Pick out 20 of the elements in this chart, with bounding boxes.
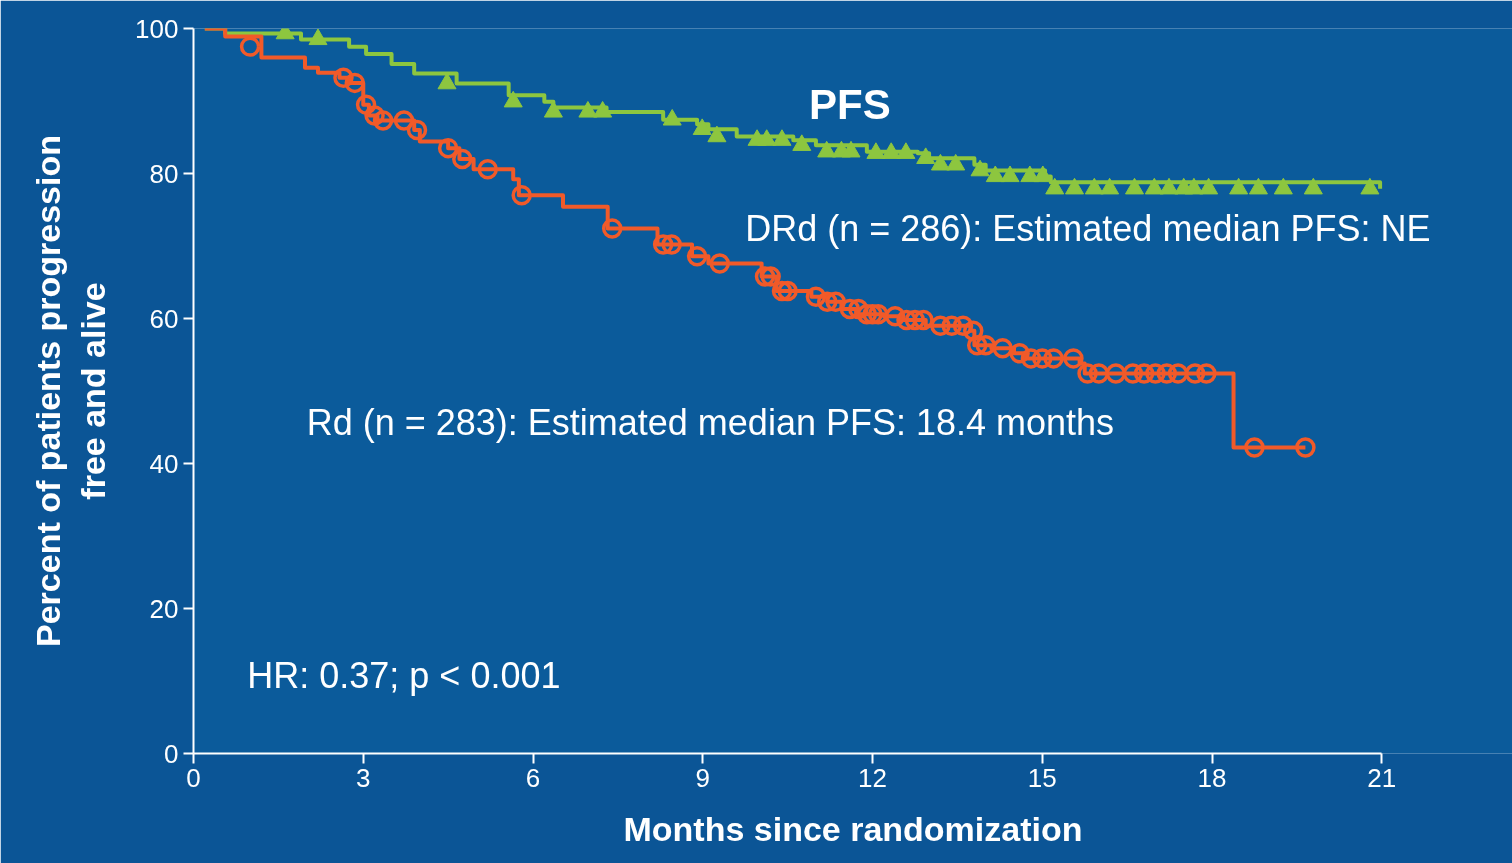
x-tick-label: 21 <box>1367 762 1397 793</box>
x-axis-title: Months since randomization <box>623 809 1083 848</box>
y-tick-label: 80 <box>149 158 179 189</box>
y-axis-title: Percent of patients progression free and alive <box>28 135 113 647</box>
x-tick-label: 15 <box>1027 762 1057 793</box>
x-tick-label: 18 <box>1197 762 1227 793</box>
x-tick-label: 6 <box>525 762 541 793</box>
x-tick-label: 3 <box>356 762 371 793</box>
annotation: DRd (n = 286): Estimated median PFS: NE <box>745 208 1431 250</box>
y-tick-label: 40 <box>149 448 179 479</box>
annotation: Rd (n = 283): Estimated median PFS: 18.4 months <box>306 402 1115 444</box>
annotation: HR: 0.37; p < 0.001 <box>247 654 561 696</box>
text: PFS <box>809 81 891 129</box>
y-tick-label: 100 <box>135 13 179 44</box>
y-tick-label: 60 <box>149 303 179 334</box>
x-tick-label: 9 <box>695 762 711 793</box>
x-tick-label: 0 <box>186 762 201 793</box>
x-tick-label: 12 <box>858 762 887 793</box>
y-tick-label: 20 <box>149 593 179 624</box>
y-tick-label: 0 <box>164 738 179 769</box>
